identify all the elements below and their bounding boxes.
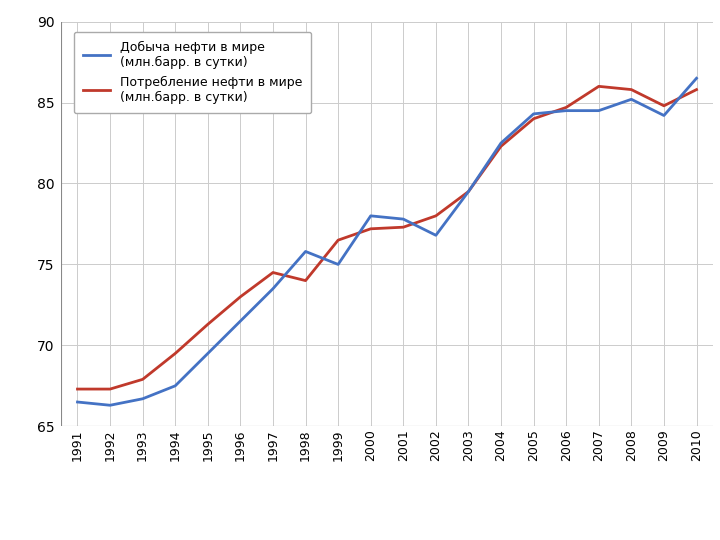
Потребление нефти в мире
(млн.барр. в сутки) [660, 103, 668, 109]
Потребление нефти в мире
(млн.барр. в сутки) [73, 386, 82, 392]
Потребление нефти в мире
(млн.барр. в сутки) [464, 188, 473, 195]
Потребление нефти в мире
(млн.барр. в сутки) [497, 143, 505, 150]
Потребление нефти в мире
(млн.барр. в сутки) [399, 224, 408, 231]
Потребление нефти в мире
(млн.барр. в сутки) [627, 86, 636, 93]
Добыча нефти в мире
(млн.барр. в сутки) [431, 232, 440, 239]
Добыча нефти в мире
(млн.барр. в сутки) [73, 399, 82, 405]
Line: Потребление нефти в мире
(млн.барр. в сутки): Потребление нефти в мире (млн.барр. в су… [78, 86, 696, 389]
Потребление нефти в мире
(млн.барр. в сутки) [692, 86, 701, 93]
Потребление нефти в мире
(млн.барр. в сутки) [138, 376, 147, 383]
Потребление нефти в мире
(млн.барр. в сутки) [236, 294, 245, 300]
Добыча нефти в мире
(млн.барр. в сутки) [497, 140, 505, 146]
Потребление нефти в мире
(млн.барр. в сутки) [366, 226, 375, 232]
Потребление нефти в мире
(млн.барр. в сутки) [562, 104, 570, 111]
Добыча нефти в мире
(млн.барр. в сутки) [464, 188, 473, 195]
Добыча нефти в мире
(млн.барр. в сутки) [366, 213, 375, 219]
Добыча нефти в мире
(млн.барр. в сутки) [138, 395, 147, 402]
Добыча нефти в мире
(млн.барр. в сутки) [301, 248, 310, 255]
Потребление нефти в мире
(млн.барр. в сутки) [171, 350, 179, 357]
Потребление нефти в мире
(млн.барр. в сутки) [431, 213, 440, 219]
Legend: Добыча нефти в мире
(млн.барр. в сутки), Потребление нефти в мире
(млн.барр. в с: Добыча нефти в мире (млн.барр. в сутки),… [74, 32, 311, 113]
Добыча нефти в мире
(млн.барр. в сутки) [529, 111, 538, 117]
Потребление нефти в мире
(млн.барр. в сутки) [106, 386, 114, 392]
Потребление нефти в мире
(млн.барр. в сутки) [529, 116, 538, 122]
Text: Элитный Трейдер, ELITETRADER.RU: Элитный Трейдер, ELITETRADER.RU [9, 518, 227, 531]
Line: Добыча нефти в мире
(млн.барр. в сутки): Добыча нефти в мире (млн.барр. в сутки) [78, 78, 696, 405]
Потребление нефти в мире
(млн.барр. в сутки) [204, 321, 212, 328]
Потребление нефти в мире
(млн.барр. в сутки) [269, 269, 277, 276]
Добыча нефти в мире
(млн.барр. в сутки) [106, 402, 114, 408]
Добыча нефти в мире
(млн.барр. в сутки) [171, 383, 179, 389]
Добыча нефти в мире
(млн.барр. в сутки) [236, 318, 245, 325]
Потребление нефти в мире
(млн.барр. в сутки) [301, 278, 310, 284]
Потребление нефти в мире
(млн.барр. в сутки) [334, 237, 343, 244]
Добыча нефти в мире
(млн.барр. в сутки) [269, 286, 277, 292]
Добыча нефти в мире
(млн.барр. в сутки) [595, 107, 603, 114]
Добыча нефти в мире
(млн.барр. в сутки) [627, 96, 636, 103]
Добыча нефти в мире
(млн.барр. в сутки) [660, 112, 668, 119]
Добыча нефти в мире
(млн.барр. в сутки) [692, 75, 701, 82]
Добыча нефти в мире
(млн.барр. в сутки) [399, 216, 408, 222]
Добыча нефти в мире
(млн.барр. в сутки) [334, 261, 343, 268]
Добыча нефти в мире
(млн.барр. в сутки) [204, 350, 212, 357]
Добыча нефти в мире
(млн.барр. в сутки) [562, 107, 570, 114]
Потребление нефти в мире
(млн.барр. в сутки) [595, 83, 603, 90]
